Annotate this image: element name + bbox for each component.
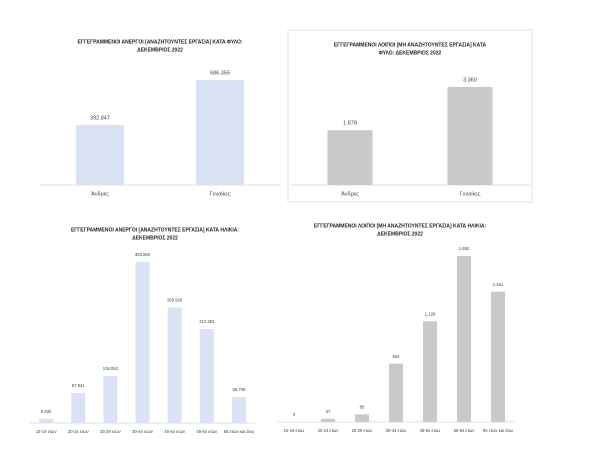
chart-title: ΕΓΓΕΓΡΑΜΜΕΝΟΙ ΑΝΕΡΓΟΙ [ΑΝΑΖΗΤΟΥΝΤΕΣ ΕΡΓΑ… — [71, 227, 239, 233]
x-tick-label: 20-24 ετών — [68, 429, 89, 434]
data-label: 3.360 — [463, 77, 477, 83]
x-tick-label: 15-19 ετών — [36, 429, 57, 434]
data-label: 1.862 — [459, 246, 470, 251]
data-label: 654 — [393, 354, 401, 359]
data-label: 0 — [293, 412, 296, 417]
data-label: 1.461 — [493, 282, 504, 287]
data-label: 67.941 — [72, 383, 85, 388]
x-tick-label: 45-54 ετών — [164, 429, 185, 434]
bar — [491, 291, 505, 422]
chart-title: ΕΓΓΕΓΡΑΜΜΕΝΟΙ ΑΝΕΡΓΟΙ [ΑΝΑΖΗΤΟΥΝΤΕΣ ΕΡΓΑ… — [77, 39, 242, 45]
bar — [167, 307, 182, 423]
bar — [355, 414, 369, 422]
bar — [447, 87, 493, 185]
bar — [76, 124, 124, 185]
chart-subtitle: ΦΥΛΟ: ΔΕΚΕΜΒΡΙΟΣ 2022 — [379, 50, 442, 56]
chart-subtitle: ΔΕΚΕΜΒΡΙΟΣ 2022 — [377, 231, 423, 237]
data-label: 85 — [360, 405, 365, 410]
chart-title: ΕΓΓΕΓΡΑΜΜΕΝΟΙ ΛΟΙΠΟΙ [ΜΗ ΑΝΑΖΗΤΟΥΝΤΕΣ ΕΡ… — [314, 223, 487, 229]
data-label: 58.706 — [233, 387, 246, 392]
bar — [196, 80, 244, 185]
x-tick-label: Άνδρες — [341, 191, 359, 197]
x-tick-label: Άνδρες — [91, 191, 109, 197]
bar — [423, 321, 437, 422]
bar — [135, 262, 150, 423]
bar — [321, 418, 335, 422]
x-tick-label: 65 ετών και άνω — [224, 429, 255, 434]
x-tick-label: 25-29 ετών — [100, 429, 121, 434]
bar — [457, 256, 471, 422]
data-label: 392.847 — [90, 115, 110, 121]
bar — [231, 397, 246, 423]
bar — [103, 376, 118, 423]
chart-subtitle: ΔΕΚΕΜΒΡΙΟΣ 2022 — [132, 235, 178, 241]
data-label: 212.363 — [199, 319, 215, 324]
bar — [39, 418, 54, 423]
bar — [389, 363, 403, 422]
x-tick-label: Γυναίκες — [209, 191, 230, 197]
bar — [199, 329, 214, 423]
chart-title: ΕΓΓΕΓΡΑΜΜΕΝΟΙ ΛΟΙΠΟΙ [ΜΗ ΑΝΑΖΗΤΟΥΝΤΕΣ ΕΡ… — [334, 42, 487, 48]
x-tick-label: 45-54 ετών — [420, 428, 441, 433]
data-label: 37 — [326, 409, 331, 414]
x-tick-label: 65 ετών και άνω — [483, 428, 514, 433]
chart-subtitle: ΔΕΚΕΜΒΡΙΟΣ 2022 — [137, 47, 183, 53]
x-tick-label: 15-19 ετών — [284, 428, 305, 433]
data-label: 260.926 — [167, 298, 183, 303]
x-tick-label: 30-44 ετών — [386, 428, 407, 433]
x-tick-label: 55-64 ετών — [454, 428, 475, 433]
data-label: 1.878 — [343, 121, 357, 127]
bar — [327, 130, 373, 185]
x-tick-label: 55-64 ετών — [196, 429, 217, 434]
chart-frame — [287, 29, 533, 203]
x-tick-label: 25-29 ετών — [352, 428, 373, 433]
data-label: 363.860 — [135, 252, 151, 257]
data-label: 686.355 — [210, 70, 230, 76]
x-tick-label: 20-24 ετών — [318, 428, 339, 433]
x-tick-label: 30-44 ετών — [132, 429, 153, 434]
bar — [71, 392, 86, 423]
x-tick-label: Γυναίκες — [459, 191, 480, 197]
data-label: 9.530 — [41, 409, 52, 414]
data-label: 106.052 — [103, 366, 119, 371]
data-label: 1.129 — [425, 311, 436, 316]
